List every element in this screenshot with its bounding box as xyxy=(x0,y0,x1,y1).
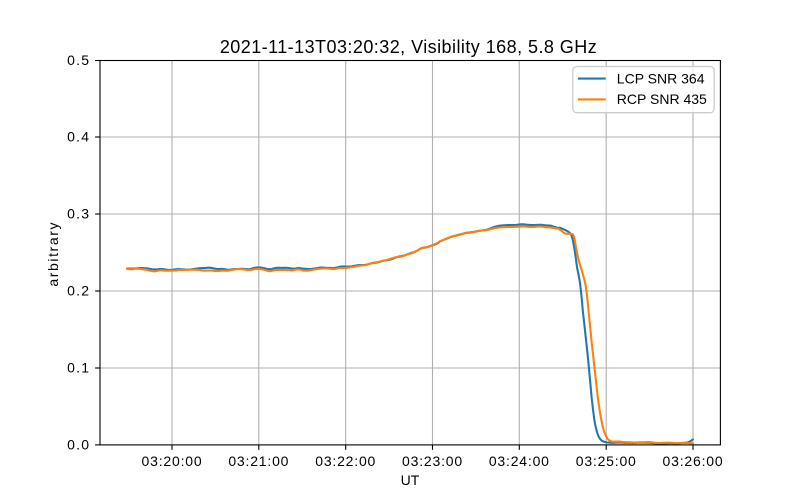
svg-text:03:22:00: 03:22:00 xyxy=(315,453,376,469)
svg-text:03:24:00: 03:24:00 xyxy=(489,453,550,469)
svg-text:0.1: 0.1 xyxy=(67,360,90,376)
svg-text:LCP SNR 364: LCP SNR 364 xyxy=(617,70,705,86)
svg-text:RCP SNR 435: RCP SNR 435 xyxy=(617,91,707,107)
svg-text:03:21:00: 03:21:00 xyxy=(228,453,289,469)
svg-text:0.3: 0.3 xyxy=(67,206,90,222)
svg-text:03:26:00: 03:26:00 xyxy=(663,453,724,469)
svg-text:0.0: 0.0 xyxy=(67,437,90,453)
svg-text:2021-11-13T03:20:32, Visibilit: 2021-11-13T03:20:32, Visibility 168, 5.8… xyxy=(220,37,597,57)
svg-text:03:23:00: 03:23:00 xyxy=(402,453,463,469)
svg-text:0.5: 0.5 xyxy=(67,52,90,68)
svg-text:0.4: 0.4 xyxy=(67,129,90,145)
svg-text:UT: UT xyxy=(401,472,420,488)
svg-text:arbitrary: arbitrary xyxy=(45,221,61,287)
svg-text:03:25:00: 03:25:00 xyxy=(576,453,637,469)
svg-text:0.2: 0.2 xyxy=(67,283,90,299)
svg-text:03:20:00: 03:20:00 xyxy=(142,453,203,469)
